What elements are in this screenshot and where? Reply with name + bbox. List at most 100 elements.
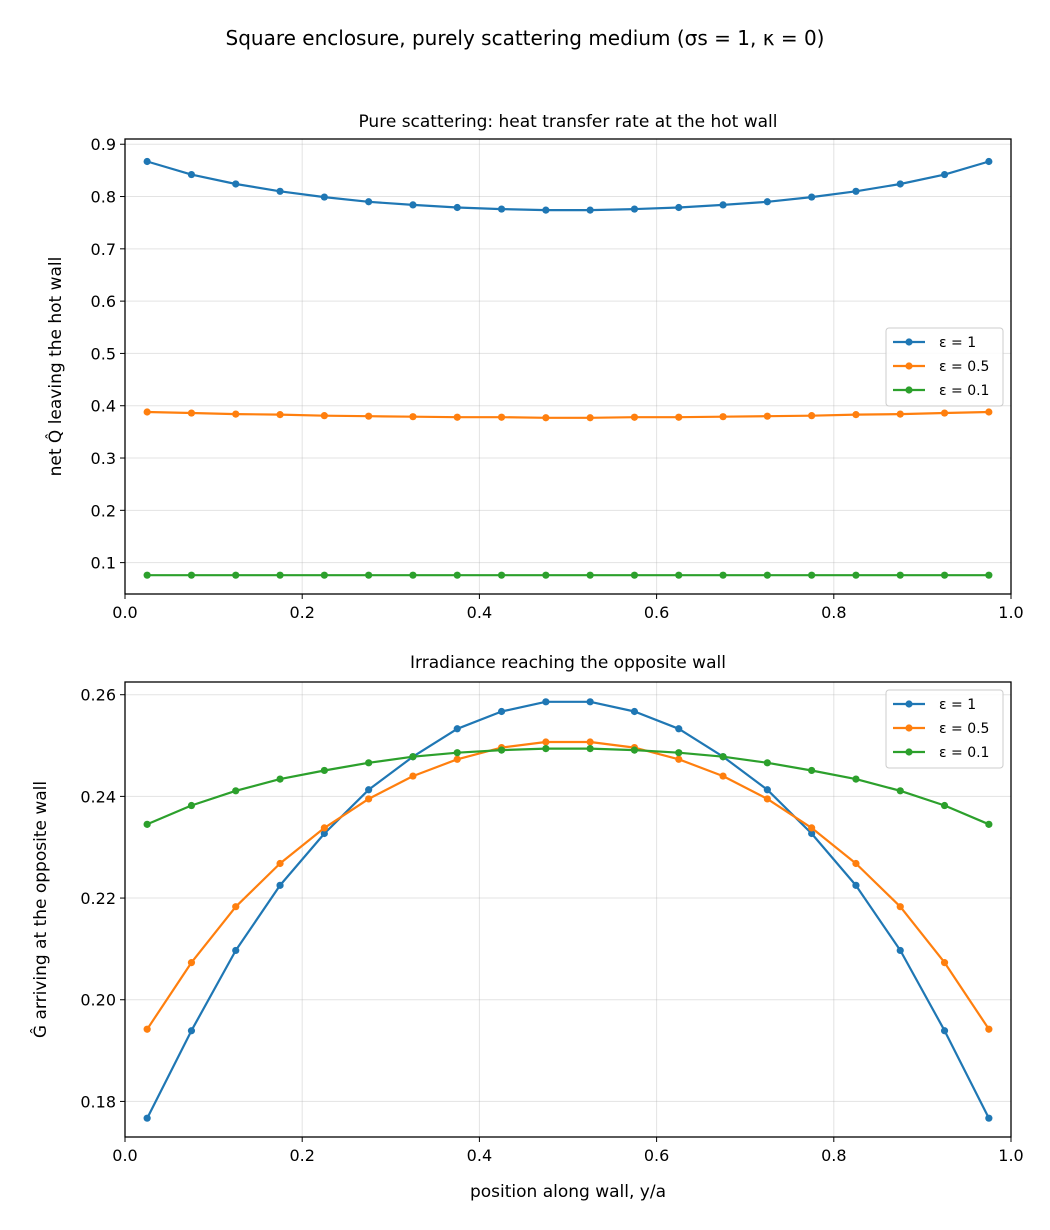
- legend-label: ε = 0.1: [939, 383, 989, 399]
- y-tick-label: 0.3: [91, 449, 116, 468]
- series-line: [146, 160, 990, 212]
- y-tick-label: 0.4: [91, 397, 116, 416]
- data-point: [852, 187, 860, 195]
- data-point: [232, 180, 240, 188]
- data-point: [763, 786, 771, 794]
- data-point: [940, 571, 949, 579]
- legend-marker: [905, 386, 913, 394]
- data-point: [276, 859, 284, 868]
- data-point: [232, 410, 240, 418]
- y-tick-label: 0.2: [91, 501, 116, 520]
- data-point: [232, 571, 240, 579]
- x-tick-label: 1.0: [998, 1146, 1023, 1165]
- data-point: [276, 187, 284, 195]
- data-point: [497, 746, 506, 754]
- data-point: [320, 766, 328, 775]
- series: [143, 571, 993, 579]
- x-tick-label: 0.8: [821, 1146, 846, 1165]
- data-point: [497, 205, 506, 213]
- data-point: [586, 414, 594, 422]
- data-point: [630, 205, 639, 213]
- data-point: [365, 571, 373, 579]
- data-point: [365, 759, 373, 767]
- x-tick-label: 0.4: [467, 603, 492, 622]
- y-axis-ticks: 0.1 0.2 0.3 0.4 0.5 0.6 0.7 0.8 0.9: [91, 135, 125, 573]
- data-point: [896, 946, 904, 955]
- series-group: [143, 157, 993, 579]
- legend-label: ε = 1: [939, 335, 976, 351]
- chart-bottom: Irradiance reaching the opposite wall 0.…: [29, 653, 1024, 1202]
- data-point: [143, 820, 151, 828]
- series-line: [147, 410, 989, 419]
- series-group: [143, 698, 993, 1122]
- data-point: [453, 725, 461, 733]
- data-point: [365, 795, 373, 803]
- data-point: [143, 408, 151, 416]
- data-point: [586, 744, 594, 753]
- data-point: [763, 571, 771, 579]
- data-point: [940, 801, 949, 810]
- data-point: [985, 408, 993, 416]
- data-point: [896, 903, 904, 911]
- legend-box: [885, 689, 1004, 769]
- data-point: [453, 413, 461, 421]
- plot-frame: [124, 138, 1012, 595]
- data-point: [232, 787, 240, 795]
- y-tick-label: 0.20: [80, 991, 116, 1010]
- data-point: [542, 414, 550, 422]
- chart-title: Pure scattering: heat transfer rate at t…: [358, 112, 777, 132]
- data-point: [232, 946, 240, 955]
- data-point: [630, 571, 639, 579]
- legend-marker: [905, 700, 913, 708]
- legend-label: ε = 1: [939, 697, 976, 713]
- data-point: [985, 1025, 993, 1033]
- data-point: [586, 738, 594, 746]
- series: [143, 698, 993, 1122]
- y-axis-label: net Q̂ leaving the hot wall: [45, 257, 66, 477]
- data-point: [808, 412, 816, 420]
- data-point: [719, 201, 727, 209]
- data-point: [630, 707, 639, 716]
- legend-label: ε = 0.1: [939, 745, 989, 761]
- legend-marker: [905, 338, 913, 346]
- data-point: [763, 759, 771, 767]
- data-point: [320, 824, 328, 832]
- y-tick-label: 0.22: [80, 889, 116, 908]
- data-point: [187, 801, 196, 810]
- legend-marker: [905, 748, 913, 756]
- data-point: [187, 1027, 196, 1035]
- legend-box: [885, 327, 1004, 407]
- data-point: [630, 413, 639, 421]
- x-tick-label: 0.2: [289, 603, 314, 622]
- data-point: [586, 698, 594, 706]
- data-point: [187, 409, 196, 417]
- data-point: [675, 725, 683, 733]
- data-point: [719, 413, 727, 421]
- data-point: [586, 206, 594, 214]
- data-point: [808, 193, 816, 201]
- series-line: [146, 740, 990, 1030]
- data-point: [675, 749, 683, 757]
- data-point: [409, 571, 417, 579]
- data-point: [808, 829, 816, 838]
- data-point: [852, 775, 860, 783]
- series: [143, 157, 993, 214]
- data-point: [719, 772, 727, 780]
- data-point: [852, 571, 860, 579]
- series-line: [146, 747, 990, 826]
- y-tick-label: 0.26: [80, 686, 116, 705]
- data-point: [143, 1025, 151, 1033]
- x-tick-label: 0.6: [644, 603, 669, 622]
- data-point: [187, 571, 196, 579]
- y-tick-label: 0.7: [91, 240, 116, 259]
- data-point: [143, 157, 151, 166]
- data-point: [320, 571, 328, 579]
- data-point: [940, 409, 949, 417]
- chart-title: Irradiance reaching the opposite wall: [410, 653, 726, 673]
- plot-frame: [124, 681, 1012, 1138]
- legend-label: ε = 0.5: [939, 359, 989, 375]
- series-line: [146, 700, 990, 1119]
- data-point: [542, 698, 550, 706]
- data-point: [852, 411, 860, 419]
